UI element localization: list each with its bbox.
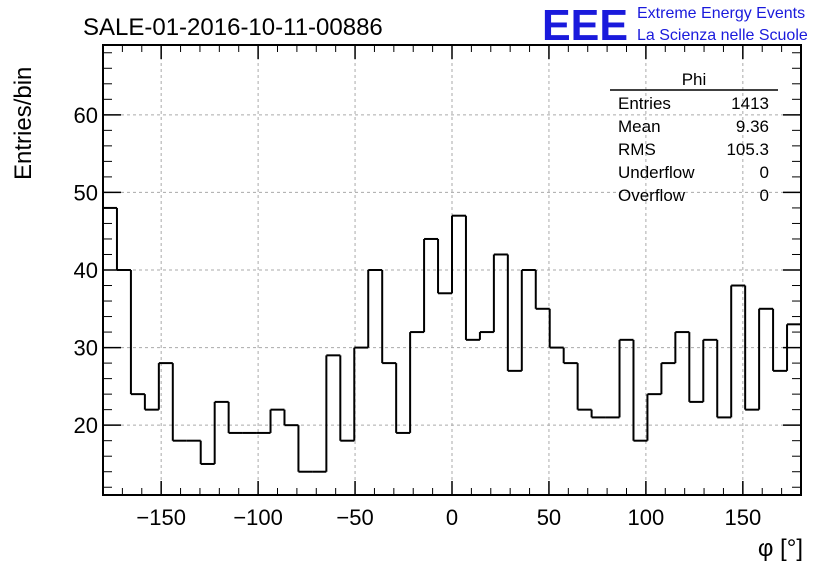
stats-underflow-label: Underflow	[618, 163, 695, 182]
eee-logo: EEE	[542, 1, 628, 50]
x-tick-label: 150	[724, 505, 761, 530]
y-tick-label: 50	[74, 180, 98, 205]
org-name-line2: La Scienza nelle Scuole	[637, 27, 808, 44]
x-tick-label: 100	[628, 505, 665, 530]
x-tick-label: −50	[336, 505, 373, 530]
x-axis-label: φ [°]	[758, 535, 803, 562]
stats-underflow-value: 0	[760, 163, 769, 182]
y-tick-label: 30	[74, 336, 98, 361]
y-axis-label: Entries/bin	[10, 67, 37, 180]
stats-rms-label: RMS	[618, 140, 656, 159]
x-tick-label: 0	[446, 505, 458, 530]
stats-mean-value: 9.36	[736, 117, 769, 136]
x-tick-labels: −150 −100 −50 0 50 100 150	[136, 505, 761, 530]
stats-entries-label: Entries	[618, 94, 671, 113]
org-name-line1: Extreme Energy Events	[637, 5, 805, 22]
y-tick-label: 20	[74, 413, 98, 438]
stats-rms-value: 105.3	[726, 140, 769, 159]
stats-mean-label: Mean	[618, 117, 661, 136]
y-tick-labels: 20 30 40 50 60	[74, 103, 98, 438]
stats-overflow-label: Overflow	[618, 186, 686, 205]
y-tick-label: 60	[74, 103, 98, 128]
x-tick-label: −150	[136, 505, 186, 530]
chart-title: SALE-01-2016-10-11-00886	[83, 14, 383, 41]
x-tick-label: 50	[537, 505, 561, 530]
stats-box: Phi Entries 1413 Mean 9.36 RMS 105.3 Und…	[610, 70, 778, 205]
y-tick-label: 40	[74, 258, 98, 283]
x-tick-label: −100	[233, 505, 283, 530]
axis-ticks	[102, 45, 802, 495]
stats-box-title: Phi	[682, 70, 707, 89]
stats-overflow-value: 0	[760, 186, 769, 205]
stats-entries-value: 1413	[731, 94, 769, 113]
